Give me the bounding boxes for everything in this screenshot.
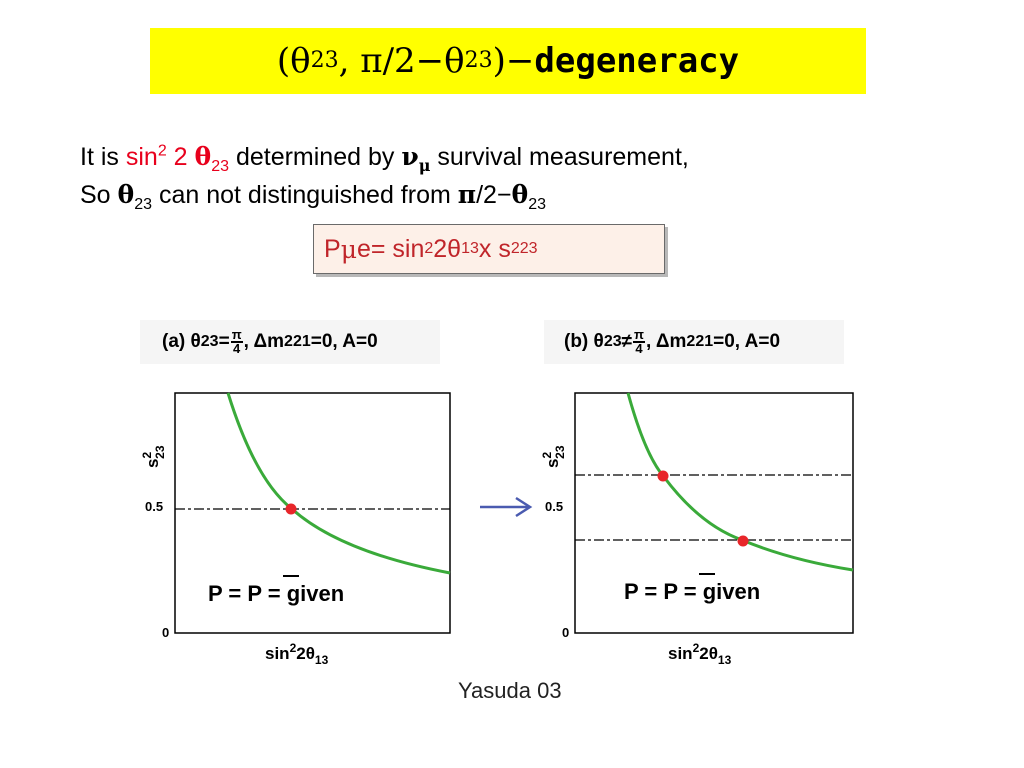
panel-a-ylabel-sup: 2 xyxy=(140,452,154,459)
panel-a-point xyxy=(285,503,297,515)
panel-b-xlabel-rest: 2θ xyxy=(699,644,718,663)
source-caption: Yasuda 03 xyxy=(458,678,562,703)
line1-theta-sub: 23 xyxy=(211,158,229,175)
panel-b-label-end: =0, A=0 xyxy=(713,331,781,352)
panel-b-ylabel-sub: 23 xyxy=(553,445,567,459)
panel-b-eq-p: P = xyxy=(624,579,663,604)
panel-a-eq-p: P = xyxy=(208,581,247,606)
line2-middle: can not distinguished from xyxy=(152,181,458,209)
panel-b-point-upper xyxy=(657,470,669,482)
svg-text:s223: s223 xyxy=(540,445,567,468)
panel-b-label-rest: , Δm xyxy=(646,331,687,352)
panel-a-ylabel-s: s xyxy=(143,459,162,468)
panel-a-label-rest: , Δm xyxy=(243,331,285,352)
line2-mid2: /2− xyxy=(476,181,512,209)
panel-b-ylabel: s223 xyxy=(540,445,567,468)
title-open: (θ xyxy=(276,41,311,81)
line1-nu: ν xyxy=(401,142,419,171)
panel-a-ytick-0: 0 xyxy=(162,625,169,640)
panel-a-ytick-05: 0.5 xyxy=(145,499,163,514)
panel-b-frac-den: 4 xyxy=(635,341,643,356)
panel-a-eq-rest: = given xyxy=(262,581,345,606)
panel-a-header: (a) θ 23 = π 4, Δm 2 21 =0, A=0 xyxy=(140,320,440,364)
line1-middle: determined by xyxy=(229,143,402,171)
line1-theta: θ xyxy=(194,142,212,171)
line1-two: 2 xyxy=(166,143,195,171)
line1-sin: sin xyxy=(125,143,158,171)
line2-theta2: θ xyxy=(511,180,529,209)
title-close: )− xyxy=(492,41,535,81)
arrow-icon xyxy=(480,496,533,518)
line2-pi: π xyxy=(457,180,477,209)
panel-b-eq: P = P = given xyxy=(624,579,760,604)
line2-prefix: So xyxy=(80,181,118,209)
formula-mu: μ xyxy=(340,234,357,264)
panel-b-relation: ≠ xyxy=(621,331,633,352)
statement-line-2: So θ23 can not distinguished from π/2−θ2… xyxy=(80,180,546,213)
line1-prefix: It is xyxy=(80,143,126,171)
panel-b-frac-num: π xyxy=(633,327,645,343)
panel-b-xlabel: sin22θ13 xyxy=(668,641,732,667)
panel-b-label-prefix: (b) θ xyxy=(564,331,604,352)
panel-b-eq-pbar: P xyxy=(663,579,677,604)
line1-nu-sub: μ xyxy=(418,156,431,175)
panel-b-ylabel-s: s xyxy=(543,459,562,468)
line2-theta: θ xyxy=(117,180,135,209)
panel-a-eq: P = P = given xyxy=(208,581,344,606)
slide-title: (θ 23, π/2−θ 23)− degeneracy xyxy=(150,28,866,94)
panel-b-point-lower xyxy=(737,535,749,547)
panel-a-xlabel-rest: 2θ xyxy=(296,644,315,663)
panel-a-ylabel-sub: 23 xyxy=(153,445,167,459)
panel-b-ylabel-sup: 2 xyxy=(540,452,554,459)
line2-theta-sub: 23 xyxy=(134,196,153,213)
title-degeneracy: degeneracy xyxy=(534,41,740,81)
formula-two-theta: 2θ xyxy=(433,234,462,263)
panel-b-xlabel-sup: 2 xyxy=(693,641,700,655)
panel-a-label-end: =0, A=0 xyxy=(310,331,378,352)
panel-a-eq-pbar: P xyxy=(247,581,261,606)
statement-line-1: It is sin2 2 θ23 determined by νμ surviv… xyxy=(80,142,689,175)
panel-a-plot: 0.5 0 s223 P = P = given sin22θ13 xyxy=(140,392,451,667)
panel-b-curve xyxy=(626,392,854,572)
panel-b-xlabel-sin: sin xyxy=(668,644,693,663)
panel-a-xlabel-sub: 13 xyxy=(315,653,329,667)
panel-b-eq-rest: = given xyxy=(678,579,761,604)
panel-a-xlabel: sin22θ13 xyxy=(265,641,329,667)
panel-b-plot: 0.5 0 s223 P = P = given sin22θ13 xyxy=(540,392,854,667)
formula-p: P xyxy=(324,234,341,263)
title-middle: , π/2−θ xyxy=(338,41,465,81)
panel-a-ylabel: s223 xyxy=(140,445,167,468)
panel-a-xlabel-sin: sin xyxy=(265,644,290,663)
formula-e-eq: e= sin xyxy=(356,234,425,263)
panel-b-ytick-0: 0 xyxy=(562,625,569,640)
svg-text:s223: s223 xyxy=(140,445,167,468)
line2-theta2-sub: 23 xyxy=(528,196,546,213)
line1-sup: 2 xyxy=(157,142,167,160)
panel-b-frame xyxy=(574,392,854,634)
panel-a-label-prefix: (a) θ xyxy=(162,331,201,352)
panel-a-frac-den: 4 xyxy=(233,341,241,356)
panel-b-header: (b) θ 23 ≠ π 4, Δm 2 21 =0, A=0 xyxy=(544,320,844,364)
panel-b-ytick-05: 0.5 xyxy=(545,499,563,514)
panel-a-relation: = xyxy=(218,331,230,352)
panel-a-frame xyxy=(174,392,451,634)
line1-suffix: survival measurement, xyxy=(430,143,689,171)
formula-x-s: x s xyxy=(478,234,511,263)
panel-b-xlabel-sub: 13 xyxy=(718,653,732,667)
panel-a-xlabel-sup: 2 xyxy=(290,641,297,655)
panel-a-frac-num: π xyxy=(230,327,243,343)
